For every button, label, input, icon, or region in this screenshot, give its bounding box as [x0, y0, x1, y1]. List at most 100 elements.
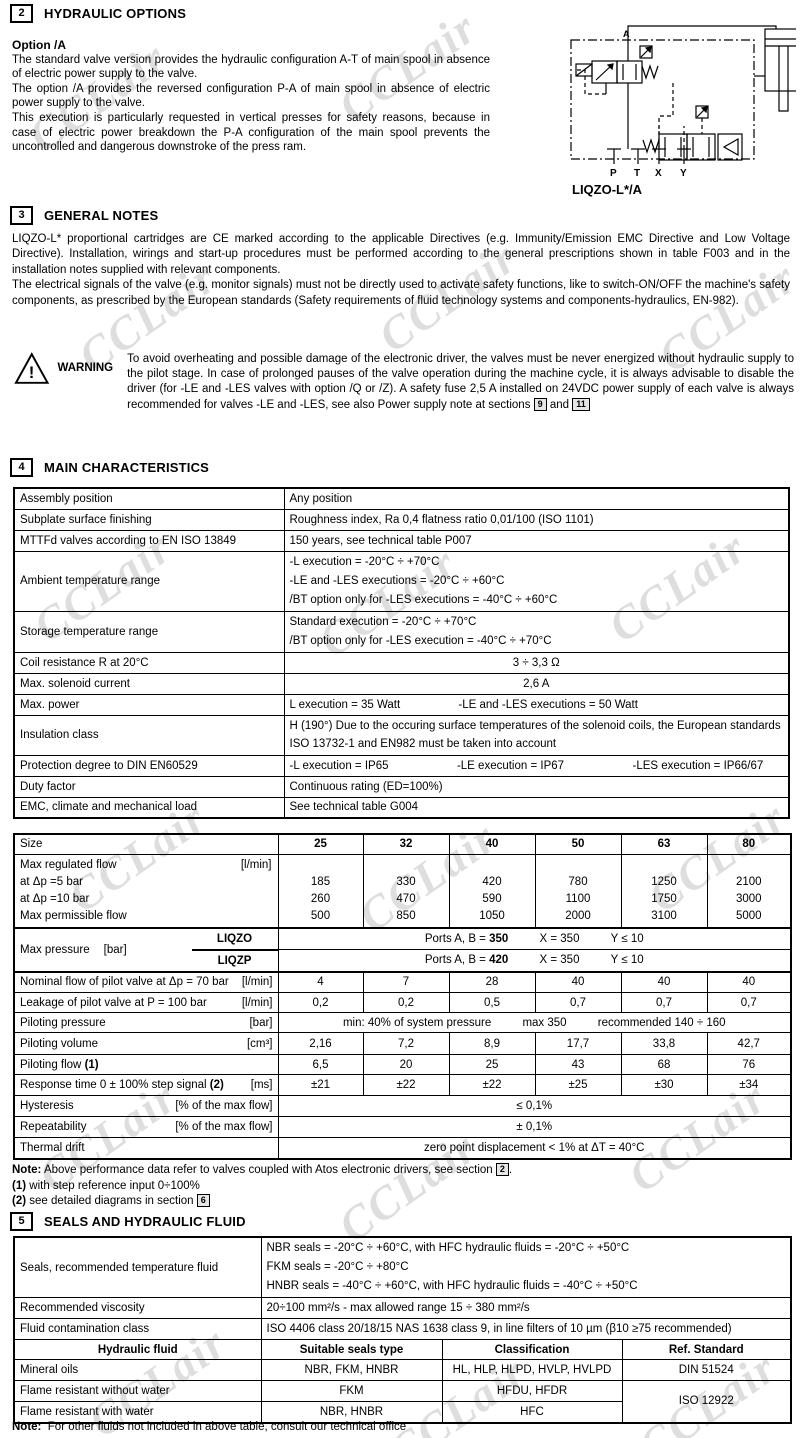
- table-row: Max. power L execution = 35 Watt -LE and…: [13, 693, 790, 716]
- row-label: Response time 0 ± 100% step signal (2) […: [13, 1074, 279, 1096]
- row-value: 3 ÷ 3,3 Ω: [283, 651, 790, 674]
- row-label: Repeatability [% of the max flow]: [13, 1116, 279, 1138]
- note-line: (2) see detailed diagrams in section 6: [12, 1194, 512, 1210]
- liqzo-pressure-values: Ports A, B = 350 X = 350 Y ≤ 10: [277, 926, 792, 950]
- piloting-pressure-values: min: 40% of system pressure max 350 reco…: [277, 1012, 792, 1033]
- value-cell: 28: [448, 970, 536, 993]
- paragraph: The option /A provides the reversed conf…: [12, 82, 490, 110]
- row-value: 150 years, see technical table P007: [283, 529, 790, 552]
- hydraulic-schematic: A P T X Y LIQZO: [570, 25, 796, 197]
- table-header-row: Hydraulic fluid Suitable seals type Clas…: [13, 1339, 792, 1360]
- fluid-name: Mineral oils: [13, 1359, 262, 1381]
- row-label: Piloting pressure [bar]: [13, 1012, 279, 1033]
- table-row: Piloting pressure [bar] min: 40% of syste…: [13, 1012, 792, 1033]
- value-cell: 4: [277, 970, 364, 993]
- flow-label: Max regulated flow: [20, 858, 117, 871]
- fluid-classification: HFC: [441, 1401, 623, 1423]
- note-line: Note: Above performance data refer to va…: [12, 1163, 513, 1176]
- fluid-classification: HL, HLP, HLPD, HVLP, HVLPD: [441, 1359, 623, 1381]
- size-column-header: 80: [706, 833, 792, 855]
- size-column-header: 50: [534, 833, 622, 855]
- row-label: Storage temperature range: [13, 610, 285, 653]
- row-value: L execution = 35 Watt -LE and -LES execu…: [283, 693, 790, 716]
- value-cell: 42,7: [706, 1032, 792, 1055]
- table-row: Seals, recommended temperature fluid NBR…: [13, 1236, 792, 1298]
- fluid-classification: HFDU, HFDR: [441, 1380, 623, 1402]
- value-cell: 40: [534, 970, 622, 993]
- option-a-paragraphs: Option /A The standard valve version pro…: [12, 38, 490, 155]
- row-value: 2,6 A: [283, 672, 790, 695]
- flow-values: 420 590 1050: [448, 853, 536, 928]
- section-number-box: 5: [10, 1212, 33, 1231]
- section-number-box: 2: [10, 4, 33, 23]
- value-cell: 6,5: [277, 1054, 364, 1075]
- table-row: Max pressure [bar] LIQZO LIQZP Ports A, …: [13, 926, 792, 972]
- value-cell: 7,2: [362, 1032, 450, 1055]
- row-label: Coil resistance R at 20°C: [13, 651, 285, 674]
- value-cell: ±21: [277, 1074, 364, 1096]
- flow-values: 2100 3000 5000: [706, 853, 792, 928]
- paragraph: The standard valve version provides the …: [12, 53, 490, 81]
- performance-notes: Note: Above performance data refer to va…: [12, 1163, 512, 1210]
- flow-values: 185 260 500: [277, 853, 364, 928]
- value-part: -LES execution = IP66/67: [632, 759, 764, 772]
- max-pressure-label-cell: Max pressure [bar] LIQZO LIQZP: [13, 926, 279, 972]
- row-label: Recommended viscosity: [13, 1297, 262, 1319]
- row-value: Roughness index, Ra 0,4 flatness ratio 0…: [283, 508, 790, 531]
- svg-text:!: !: [29, 363, 35, 382]
- section-title: MAIN CHARACTERISTICS: [44, 460, 210, 475]
- value-cell: 17,7: [534, 1032, 622, 1055]
- value-line: -LE and -LES executions = -20°C ÷ +60°C: [289, 574, 505, 587]
- option-heading: Option /A: [12, 38, 66, 52]
- series-liqzo: LIQZO: [191, 930, 277, 951]
- main-characteristics-table: Assembly position Any position Subplate …: [13, 487, 790, 819]
- row-value: H (190°) Due to the occuring surface tem…: [283, 714, 790, 756]
- value-cell: ±34: [706, 1074, 792, 1096]
- fluid-seals: NBR, HNBR: [260, 1401, 443, 1423]
- row-label: Insulation class: [13, 714, 285, 756]
- value-cell: 76: [706, 1054, 792, 1075]
- row-label: Ambient temperature range: [13, 550, 285, 612]
- row-label: Leakage of pilot valve at P = 100 bar [l/…: [13, 992, 279, 1013]
- section-ref-11: 11: [572, 397, 590, 411]
- table-row: Ambient temperature range -L execution =…: [13, 550, 790, 612]
- value-part: -LE and -LES executions = 50 Watt: [458, 698, 638, 711]
- table-header-row: Size 25 32 40 50 63 80: [13, 833, 792, 855]
- fluid-standard: ISO 12922: [621, 1380, 792, 1423]
- port-a-label: A: [623, 29, 630, 39]
- table-row: Duty factor Continuous rating (ED=100%): [13, 775, 790, 798]
- flow-sublabel: at Δp =5 bar: [20, 875, 83, 888]
- fluid-standard: DIN 51524: [621, 1359, 792, 1381]
- value-cell: 43: [534, 1054, 622, 1075]
- value-cell: 33,8: [620, 1032, 708, 1055]
- row-label: Seals, recommended temperature fluid: [13, 1236, 262, 1298]
- value-cell: ± 0,1%: [277, 1116, 792, 1138]
- row-label: Max. solenoid current: [13, 672, 285, 695]
- row-value: -L execution = IP65 -LE execution = IP67…: [283, 754, 790, 777]
- section-hydraulic-options-header: 2 HYDRAULIC OPTIONS: [10, 4, 186, 23]
- value-cell: zero point displacement < 1% at ΔT = 40°…: [277, 1137, 792, 1159]
- section-seals-header: 5 SEALS AND HYDRAULIC FLUID: [10, 1212, 246, 1231]
- size-performance-table: Size 25 32 40 50 63 80 Max regulated flo…: [13, 833, 792, 1160]
- seals-fluid-table: Seals, recommended temperature fluid NBR…: [13, 1236, 792, 1424]
- table-row: Piloting volume [cm³] 2,16 7,2 8,9 17,7 3…: [13, 1032, 792, 1055]
- value-cell: 8,9: [448, 1032, 536, 1055]
- port-x-label: X: [655, 168, 662, 179]
- row-label: Thermal drift: [13, 1137, 279, 1159]
- max-pressure-unit: [bar]: [103, 943, 127, 956]
- port-y-label: Y: [680, 168, 687, 179]
- row-label: Piloting volume [cm³]: [13, 1032, 279, 1055]
- table-row: Nominal flow of pilot valve at Δp = 70 b…: [13, 970, 792, 993]
- fluid-seals: FKM: [260, 1380, 443, 1402]
- flow-unit: [l/min]: [240, 858, 272, 871]
- row-label: Nominal flow of pilot valve at Δp = 70 b…: [13, 970, 279, 993]
- row-label: MTTFd valves according to EN ISO 13849: [13, 529, 285, 552]
- table-row: Coil resistance R at 20°C 3 ÷ 3,3 Ω: [13, 651, 790, 674]
- table-row: Assembly position Any position: [13, 487, 790, 510]
- table-row: Insulation class H (190°) Due to the occ…: [13, 714, 790, 756]
- fluid-name: Flame resistant without water: [13, 1380, 262, 1402]
- table-row: Mineral oils NBR, FKM, HNBR HL, HLP, HLP…: [13, 1359, 792, 1381]
- section-ref-6: 6: [196, 1194, 210, 1207]
- value-cell: 2,16: [277, 1032, 364, 1055]
